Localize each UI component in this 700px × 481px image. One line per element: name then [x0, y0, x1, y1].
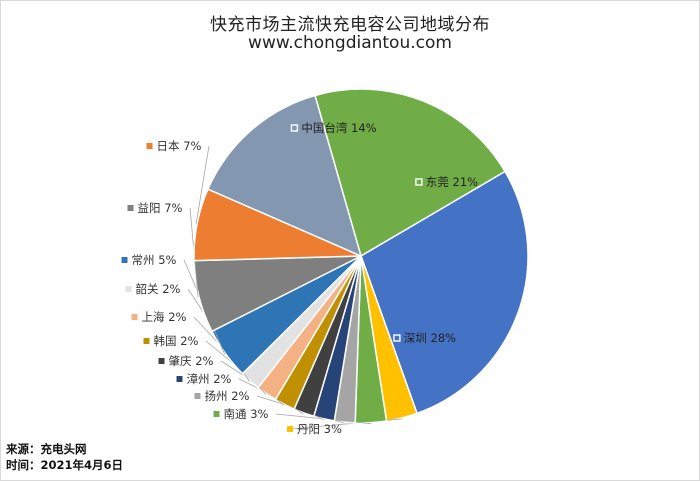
legend-key-0 — [415, 178, 423, 186]
svg-text:东莞 21%: 东莞 21% — [426, 175, 478, 189]
slice-label-12: 日本 7% — [146, 139, 202, 153]
legend-key-9 — [125, 286, 132, 292]
pie-slice-1 — [360, 170, 529, 415]
svg-text:韩国 2%: 韩国 2% — [154, 334, 199, 348]
date-note: 时间：2021年4月6日 — [6, 458, 124, 472]
legend-key-3 — [213, 411, 220, 417]
svg-text:丹阳 3%: 丹阳 3% — [297, 422, 342, 436]
svg-text:益阳 7%: 益阳 7% — [138, 201, 183, 215]
svg-text:上海 2%: 上海 2% — [142, 310, 187, 324]
svg-text:扬州 2%: 扬州 2% — [205, 389, 250, 403]
slice-label-4: 扬州 2% — [194, 389, 250, 403]
legend-key-10 — [121, 257, 128, 263]
svg-text:中国台湾 14%: 中国台湾 14% — [301, 121, 376, 135]
slice-label-8: 上海 2% — [131, 310, 187, 324]
slice-label-0: 东莞 21% — [415, 175, 478, 189]
chart-title: 快充市场主流快充电容公司地域分布 — [210, 15, 490, 35]
source-note: 来源：充电头网 — [6, 442, 87, 456]
pie-slice-13 — [206, 94, 363, 258]
slice-label-7: 韩国 2% — [143, 334, 199, 348]
slice-label-2: 丹阳 3% — [287, 422, 342, 436]
slice-label-10: 常州 5% — [121, 253, 177, 267]
svg-text:南通 3%: 南通 3% — [224, 407, 269, 421]
svg-text:肇庆 2%: 肇庆 2% — [169, 354, 214, 368]
legend-key-4 — [194, 393, 201, 399]
legend-key-8 — [131, 314, 138, 320]
leader-line-12 — [195, 145, 210, 224]
slice-label-1: 深圳 28% — [393, 331, 456, 345]
slice-label-3: 南通 3% — [213, 407, 269, 421]
svg-text:漳州 2%: 漳州 2% — [187, 372, 232, 386]
svg-text:韶关 2%: 韶关 2% — [136, 282, 181, 296]
legend-key-1 — [393, 334, 401, 342]
slice-label-9: 韶关 2% — [125, 282, 181, 296]
legend-key-12 — [146, 143, 153, 149]
legend-key-6 — [158, 358, 165, 364]
svg-text:日本 7%: 日本 7% — [157, 139, 202, 153]
slice-label-5: 漳州 2% — [176, 372, 232, 386]
legend-key-2 — [287, 426, 293, 432]
legend-key-7 — [143, 338, 150, 344]
slice-label-13: 中国台湾 14% — [290, 121, 377, 135]
legend-key-11 — [127, 205, 134, 211]
slice-label-11: 益阳 7% — [127, 201, 183, 215]
svg-text:深圳 28%: 深圳 28% — [404, 331, 456, 345]
pie-slice-0 — [314, 88, 507, 258]
legend-key-5 — [176, 376, 183, 382]
legend-key-13 — [290, 124, 299, 132]
slice-label-6: 肇庆 2% — [158, 354, 214, 368]
svg-text:常州 5%: 常州 5% — [132, 253, 177, 267]
chart-subtitle: www.chongdiantou.com — [248, 33, 452, 53]
